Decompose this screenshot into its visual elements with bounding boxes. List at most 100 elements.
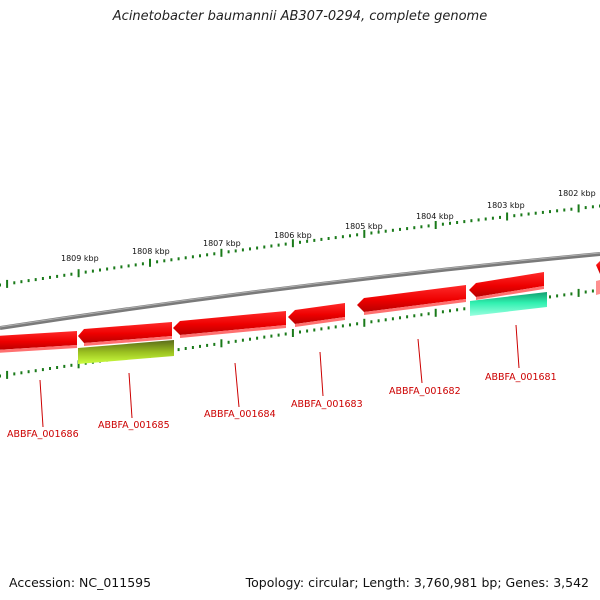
inner-minor-tick — [449, 309, 451, 313]
outer-minor-tick — [170, 258, 173, 262]
map-title: Acinetobacter baumannii AB307-0294, comp… — [112, 9, 488, 24]
gene-partial-right[interactable] — [596, 261, 600, 295]
outer-minor-tick — [470, 219, 473, 223]
inner-major-tick — [577, 288, 580, 297]
gene-abbfa-001683[interactable] — [288, 303, 345, 327]
outer-minor-tick — [349, 234, 351, 238]
outer-minor-tick — [156, 260, 159, 264]
outer-major-tick — [6, 279, 9, 288]
inner-minor-tick — [570, 292, 573, 296]
outer-major-tick — [577, 204, 580, 213]
inner-minor-tick — [413, 314, 416, 318]
outer-minor-tick — [413, 226, 416, 230]
inner-minor-tick — [563, 293, 566, 297]
outer-minor-tick — [141, 262, 144, 266]
outer-minor-tick — [499, 215, 501, 219]
inner-minor-tick — [441, 310, 444, 314]
inner-minor-tick — [256, 336, 259, 340]
inner-minor-tick — [27, 370, 30, 374]
outer-minor-tick — [263, 245, 266, 249]
outer-minor-tick — [199, 254, 201, 258]
outer-minor-tick — [113, 266, 116, 270]
inner-minor-tick — [34, 369, 37, 373]
feature-abbfa-001681[interactable] — [470, 292, 547, 316]
outer-minor-tick — [120, 265, 123, 269]
gene-abbfa-001685-red[interactable] — [78, 322, 172, 346]
outer-minor-tick — [49, 275, 51, 279]
outer-major-tick — [363, 229, 366, 238]
outer-minor-tick — [463, 220, 466, 224]
gene-label-001686: ABBFA_001686 — [7, 429, 79, 440]
outer-minor-tick — [449, 221, 451, 225]
inner-minor-tick — [356, 322, 359, 326]
outer-minor-tick — [427, 224, 430, 228]
outer-minor-tick — [563, 208, 566, 212]
inner-major-tick — [434, 308, 437, 317]
outer-minor-tick — [227, 250, 230, 254]
scale-label-1803: 1803 kbp — [487, 201, 525, 210]
inner-major-tick — [220, 339, 223, 348]
outer-major-tick — [506, 212, 509, 221]
inner-minor-tick — [456, 308, 459, 312]
outer-minor-tick — [320, 237, 323, 241]
outer-major-tick — [77, 269, 80, 278]
outer-minor-tick — [420, 225, 423, 229]
outer-minor-tick — [527, 212, 530, 216]
outer-minor-tick — [177, 257, 180, 261]
feature-abbfa-001685[interactable] — [78, 340, 174, 364]
outer-minor-tick — [284, 242, 287, 246]
scale-label-1806: 1806 kbp — [274, 231, 312, 240]
outer-minor-tick — [377, 230, 380, 234]
gene-abbfa-001681-red[interactable] — [469, 272, 544, 300]
outer-minor-tick — [99, 268, 101, 272]
outer-minor-tick — [299, 240, 301, 244]
outer-minor-tick — [370, 231, 373, 235]
outer-minor-tick — [549, 210, 551, 214]
outer-minor-tick — [234, 249, 237, 253]
inner-major-tick — [291, 329, 294, 337]
gene-label-001682: ABBFA_001682 — [389, 386, 461, 397]
gene-label-001685: ABBFA_001685 — [98, 420, 170, 431]
outer-minor-tick — [213, 252, 216, 256]
outer-minor-tick — [541, 210, 544, 214]
gene-label-001684: ABBFA_001684 — [204, 409, 276, 420]
inner-major-tick — [77, 360, 80, 369]
gene-abbfa-001686[interactable] — [0, 331, 77, 353]
inner-major-tick — [363, 318, 366, 327]
inner-major-tick — [6, 370, 9, 379]
inner-minor-tick — [377, 319, 380, 323]
outer-minor-tick — [41, 277, 44, 280]
outer-minor-tick — [0, 283, 1, 287]
inner-minor-tick — [463, 307, 466, 311]
outer-minor-tick — [70, 272, 73, 276]
inner-minor-tick — [427, 312, 430, 316]
outer-minor-tick — [356, 233, 359, 237]
outer-minor-tick — [206, 253, 209, 257]
outer-minor-tick — [534, 211, 537, 215]
outer-minor-tick — [513, 214, 516, 218]
outer-minor-tick — [484, 217, 487, 221]
inner-minor-tick — [206, 343, 209, 347]
gene-abbfa-001682[interactable] — [357, 285, 466, 315]
outer-minor-tick — [256, 246, 259, 250]
gene-abbfa-001684[interactable] — [173, 311, 286, 338]
outer-minor-tick — [584, 206, 587, 210]
outer-minor-tick — [334, 236, 337, 240]
outer-minor-tick — [106, 267, 109, 271]
inner-minor-tick — [370, 320, 373, 324]
outer-minor-tick — [520, 213, 523, 217]
outer-minor-tick — [277, 243, 280, 247]
outer-minor-tick — [84, 270, 87, 274]
outer-minor-tick — [441, 222, 444, 226]
outer-major-tick — [291, 239, 294, 248]
outer-minor-tick — [456, 221, 459, 224]
inner-minor-tick — [313, 328, 316, 332]
outer-minor-tick — [191, 255, 194, 259]
inner-minor-tick — [406, 315, 409, 319]
inner-minor-tick — [249, 337, 251, 341]
outer-major-tick — [149, 258, 151, 267]
inner-minor-tick — [227, 340, 230, 344]
scale-label-1809: 1809 kbp — [61, 254, 99, 263]
outer-minor-tick — [13, 281, 16, 285]
inner-minor-tick — [277, 333, 280, 337]
